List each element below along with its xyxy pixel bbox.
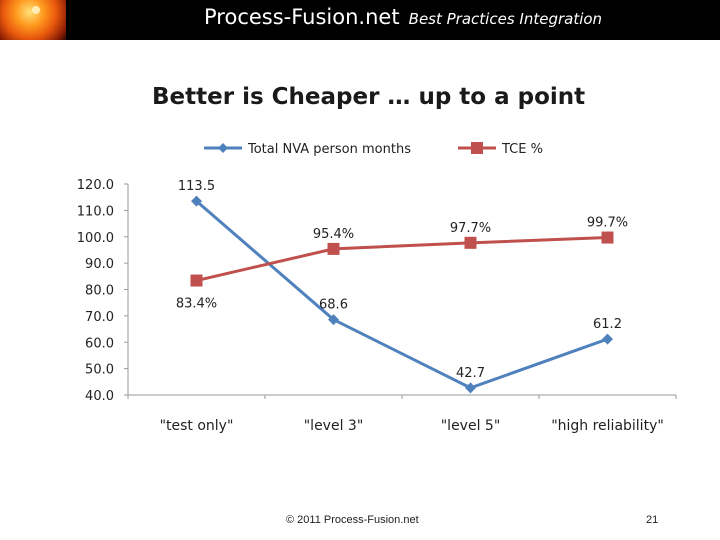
x-category-label: "high reliability" [551, 418, 664, 434]
series-line-1 [196, 236, 608, 282]
y-tick-label: 60.0 [85, 336, 114, 351]
y-tick-label: 40.0 [85, 389, 114, 404]
brand: Process-Fusion.net Best Practices Integr… [204, 5, 602, 35]
nva-point-marker [602, 333, 613, 345]
nva-data-label: 42.7 [456, 366, 485, 381]
y-tick-label: 100.0 [77, 231, 114, 246]
tagline: Best Practices Integration [408, 10, 603, 28]
legend-marker-square [471, 142, 483, 154]
x-category-label: "test only" [160, 418, 234, 434]
nva-point-marker [465, 382, 476, 394]
tce-data-label: 83.4% [176, 297, 217, 312]
sun-logo-image [0, 0, 66, 40]
sun-glint [32, 6, 40, 14]
site-name: Process-Fusion.net [204, 5, 400, 29]
tce-data-label: 97.7% [450, 221, 491, 236]
nva-data-label: 113.5 [178, 179, 215, 194]
y-tick-label: 50.0 [85, 363, 114, 378]
nva-data-label: 68.6 [319, 298, 348, 313]
series-line-0 [195, 200, 609, 390]
legend-label-1: TCE % [501, 142, 543, 157]
nva-point-marker [328, 314, 339, 326]
tce-data-label: 95.4% [313, 227, 354, 242]
y-tick-label: 70.0 [85, 310, 114, 325]
legend-marker-diamond [218, 143, 228, 153]
header-bar: Process-Fusion.net Best Practices Integr… [0, 0, 720, 40]
tce-data-label: 99.7% [587, 216, 628, 231]
y-tick-label: 90.0 [85, 257, 114, 272]
x-category-label: "level 5" [441, 418, 501, 434]
copyright-text: © 2011 Process-Fusion.net [286, 514, 419, 526]
page-number: 21 [646, 514, 659, 526]
x-category-label: "level 3" [304, 418, 364, 434]
y-tick-label: 110.0 [77, 204, 114, 219]
tce-point-marker [601, 231, 614, 244]
tce-point-marker [464, 236, 477, 249]
tce-point-marker [190, 274, 203, 287]
y-tick-label: 120.0 [77, 178, 114, 193]
nva-data-label: 61.2 [593, 317, 622, 332]
chart-title: Better is Cheaper … up to a point [152, 84, 586, 110]
tce-point-marker [327, 242, 340, 255]
nva-point-marker [191, 195, 202, 207]
y-tick-label: 80.0 [85, 284, 114, 299]
legend-label-0: Total NVA person months [247, 142, 411, 157]
